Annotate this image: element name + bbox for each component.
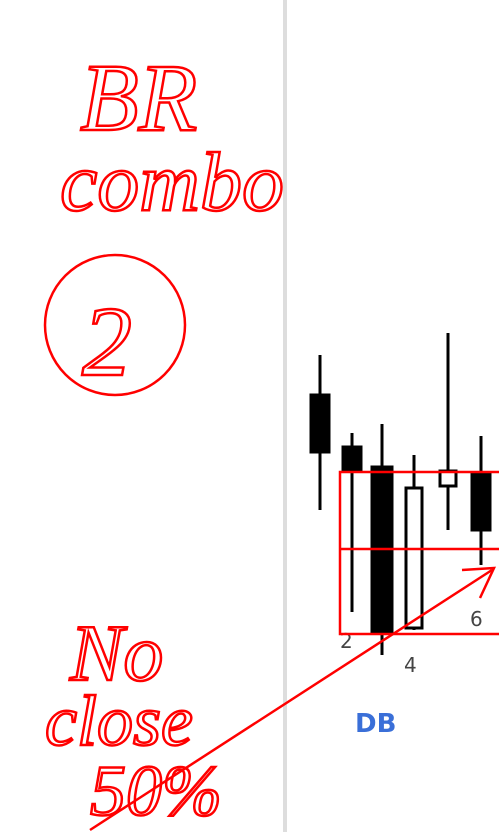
note: 2 bbox=[82, 286, 132, 397]
bar-label: 4 bbox=[404, 653, 417, 677]
bar-label: 6 bbox=[470, 607, 483, 631]
candle-body bbox=[470, 472, 492, 532]
note: close bbox=[45, 681, 193, 761]
note: combo bbox=[60, 136, 284, 229]
note: No bbox=[69, 610, 163, 698]
candle-body bbox=[404, 486, 424, 630]
note: BR bbox=[80, 44, 197, 151]
candle-body bbox=[309, 393, 331, 454]
arrow bbox=[89, 568, 493, 832]
circle bbox=[43, 253, 187, 397]
note: 50% bbox=[90, 751, 222, 831]
arrow-head bbox=[461, 566, 497, 599]
range-box bbox=[338, 470, 499, 636]
bar-label: 2 bbox=[340, 629, 353, 653]
candle-body bbox=[341, 445, 363, 472]
pattern-label: DB bbox=[355, 709, 396, 739]
annotation-shapes bbox=[43, 253, 499, 832]
candles bbox=[309, 333, 492, 655]
